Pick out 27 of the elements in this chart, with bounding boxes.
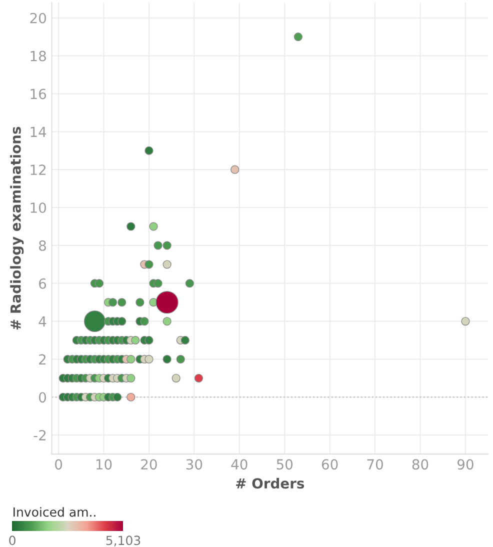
y-tick-label: 12 — [30, 164, 46, 175]
x-tick-label: 70 — [367, 459, 383, 470]
x-tick-label: 0 — [55, 459, 62, 470]
x-axis-title: # Orders — [236, 478, 304, 489]
y-tick-label: 6 — [39, 278, 46, 289]
x-tick-label: 20 — [141, 459, 157, 470]
y-tick-label: 20 — [30, 12, 46, 24]
y-tick-label: 2 — [39, 354, 46, 364]
x-tick-label: 60 — [322, 459, 338, 470]
x-tick-label: 80 — [412, 459, 428, 470]
y-tick-label: 4 — [38, 316, 46, 327]
y-tick-label: 8 — [39, 240, 46, 251]
y-tick-label: 10 — [30, 202, 46, 213]
x-tick-label: 90 — [458, 459, 474, 470]
x-tick-label: 40 — [231, 459, 248, 470]
y-tick-label: 18 — [30, 50, 46, 62]
color-bar-title: Invoiced am.. — [14, 507, 96, 517]
y-tick-label: 14 — [30, 126, 46, 137]
x-tick-label: 50 — [276, 459, 293, 470]
color-bar-label: 5,103 — [106, 536, 140, 546]
color-bar-label: 0 — [9, 536, 16, 546]
y-tick-label: 16 — [30, 88, 46, 100]
x-tick-label: 30 — [186, 459, 202, 470]
y-axis-title: # Radiology examinations — [10, 126, 24, 330]
y-tick-label: -2 — [34, 430, 46, 440]
x-tick-label: 10 — [96, 459, 112, 470]
y-tick-label: 0 — [38, 392, 46, 403]
